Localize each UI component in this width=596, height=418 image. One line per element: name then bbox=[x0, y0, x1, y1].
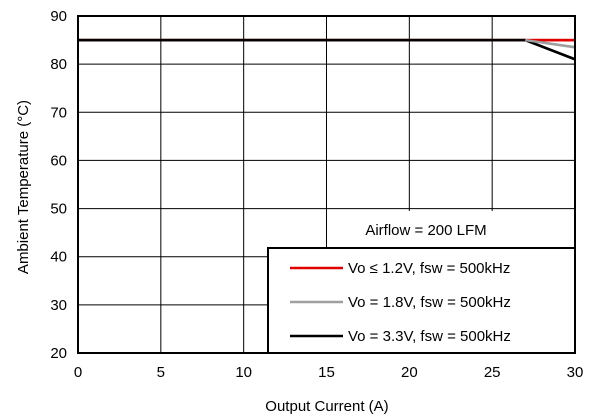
legend: Vo ≤ 1.2V, fsw = 500kHz Vo = 1.8V, fsw = … bbox=[267, 247, 576, 354]
annotation-background bbox=[330, 211, 574, 248]
y-tick-label: 70 bbox=[50, 104, 67, 121]
legend-label: Vo = 1.8V, fsw = 500kHz bbox=[348, 294, 511, 311]
annotation-text: Airflow = 200 LFM bbox=[365, 222, 486, 239]
series-lines bbox=[78, 38, 576, 61]
y-tick-label: 60 bbox=[50, 152, 67, 169]
series-tip bbox=[525, 38, 576, 49]
y-tick-label: 90 bbox=[50, 8, 67, 25]
x-tick-label: 20 bbox=[401, 364, 418, 381]
legend-label: Vo ≤ 1.2V, fsw = 500kHz bbox=[348, 260, 510, 277]
annotation-box: Airflow = 200 LFM bbox=[330, 211, 574, 248]
y-tick-label: 20 bbox=[50, 345, 67, 362]
x-tick-label: 5 bbox=[157, 364, 165, 381]
x-tick-label: 15 bbox=[318, 364, 335, 381]
x-tick-label: 10 bbox=[235, 364, 252, 381]
x-tick-label: 25 bbox=[484, 364, 501, 381]
x-tick-label: 0 bbox=[74, 364, 82, 381]
legend-label: Vo = 3.3V, fsw = 500kHz bbox=[348, 328, 511, 345]
y-tick-label: 50 bbox=[50, 201, 67, 218]
x-tick-label: 30 bbox=[567, 364, 584, 381]
y-axis-label: Ambient Temperature (°C) bbox=[15, 100, 32, 274]
y-tick-labels: 20 30 40 50 60 70 80 90 bbox=[50, 8, 67, 362]
y-tick-label: 40 bbox=[50, 249, 67, 266]
y-tick-label: 80 bbox=[50, 56, 67, 73]
x-axis-label: Output Current (A) bbox=[265, 398, 388, 415]
x-tick-labels: 0 5 10 15 20 25 30 bbox=[74, 364, 584, 381]
grid-lines bbox=[78, 16, 575, 353]
y-tick-label: 30 bbox=[50, 297, 67, 314]
